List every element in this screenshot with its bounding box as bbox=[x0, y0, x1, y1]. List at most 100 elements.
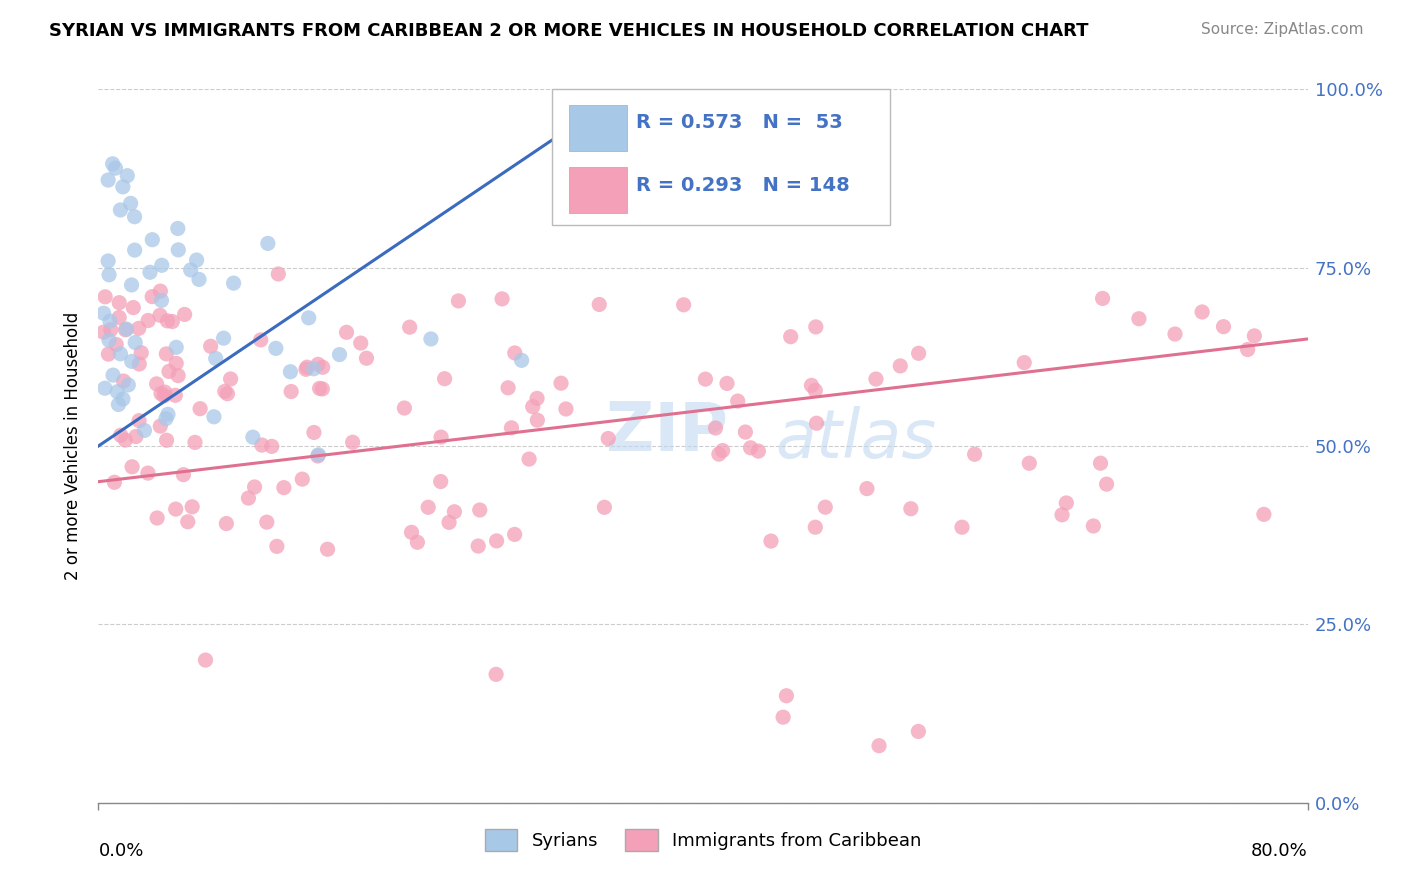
Y-axis label: 2 or more Vehicles in Household: 2 or more Vehicles in Household bbox=[65, 312, 83, 580]
Point bbox=[273, 481, 295, 495]
Point bbox=[121, 354, 143, 368]
Point bbox=[907, 346, 929, 360]
Point bbox=[111, 179, 134, 194]
Point bbox=[1095, 477, 1118, 491]
Point bbox=[180, 263, 202, 277]
Point bbox=[328, 347, 350, 361]
Point bbox=[98, 333, 121, 347]
Point bbox=[120, 196, 142, 211]
Point bbox=[117, 169, 139, 183]
Point bbox=[149, 308, 172, 322]
Point bbox=[593, 500, 616, 515]
Point bbox=[496, 381, 519, 395]
Point bbox=[420, 332, 443, 346]
Point bbox=[1236, 343, 1258, 357]
Point bbox=[103, 475, 125, 490]
Point bbox=[856, 482, 879, 496]
Point bbox=[115, 322, 138, 336]
FancyBboxPatch shape bbox=[569, 105, 627, 151]
Point bbox=[97, 173, 120, 187]
Point bbox=[121, 459, 143, 474]
Point bbox=[141, 290, 163, 304]
Point bbox=[1253, 508, 1275, 522]
Point bbox=[316, 542, 339, 557]
Point bbox=[501, 421, 523, 435]
Point bbox=[280, 384, 302, 399]
Point bbox=[747, 444, 769, 458]
Point bbox=[153, 385, 176, 400]
Point bbox=[172, 467, 194, 482]
Point bbox=[98, 268, 121, 282]
Point bbox=[1191, 305, 1213, 319]
Point bbox=[238, 491, 260, 505]
Point bbox=[260, 439, 283, 453]
Point bbox=[134, 424, 156, 438]
Point bbox=[522, 400, 544, 414]
Point bbox=[335, 326, 357, 340]
Point bbox=[485, 533, 508, 548]
Point bbox=[950, 520, 973, 534]
Point bbox=[734, 425, 756, 439]
Point bbox=[800, 378, 823, 392]
Text: R = 0.573   N =  53: R = 0.573 N = 53 bbox=[637, 113, 844, 132]
Point bbox=[249, 333, 271, 347]
Text: R = 0.293   N = 148: R = 0.293 N = 148 bbox=[637, 176, 851, 195]
Point bbox=[122, 301, 145, 315]
Point bbox=[128, 414, 150, 428]
Point bbox=[814, 500, 837, 515]
Point bbox=[186, 253, 208, 268]
Point bbox=[111, 392, 134, 406]
Point bbox=[100, 323, 122, 337]
Point bbox=[308, 381, 330, 395]
Point bbox=[149, 284, 172, 298]
Point bbox=[1050, 508, 1073, 522]
Point bbox=[1212, 319, 1234, 334]
Point bbox=[704, 421, 727, 435]
Point bbox=[150, 258, 173, 272]
Point bbox=[695, 372, 717, 386]
Point bbox=[97, 347, 120, 361]
Point bbox=[146, 511, 169, 525]
Point bbox=[804, 520, 827, 534]
Point bbox=[188, 401, 211, 416]
Point bbox=[124, 210, 146, 224]
Point bbox=[107, 397, 129, 411]
Point bbox=[167, 243, 190, 257]
Point bbox=[356, 351, 378, 366]
Point bbox=[264, 342, 287, 356]
Point bbox=[136, 313, 159, 327]
Point bbox=[1090, 456, 1112, 470]
Point bbox=[215, 516, 238, 531]
Legend: Syrians, Immigrants from Caribbean: Syrians, Immigrants from Caribbean bbox=[478, 822, 928, 858]
Point bbox=[550, 376, 572, 391]
Point bbox=[280, 365, 302, 379]
Point bbox=[429, 475, 451, 489]
Point bbox=[430, 430, 453, 444]
Point bbox=[136, 466, 159, 480]
Point bbox=[117, 378, 139, 392]
Point bbox=[526, 392, 548, 406]
Point bbox=[256, 515, 278, 529]
Point bbox=[110, 202, 132, 217]
Point bbox=[865, 372, 887, 386]
Point bbox=[129, 345, 152, 359]
Point bbox=[114, 323, 136, 337]
Point bbox=[242, 430, 264, 444]
Point bbox=[184, 435, 207, 450]
Point bbox=[167, 368, 190, 383]
Point bbox=[101, 368, 124, 383]
Point bbox=[443, 505, 465, 519]
Point bbox=[155, 411, 177, 425]
Point bbox=[711, 443, 734, 458]
Point bbox=[94, 381, 117, 395]
Point bbox=[295, 362, 318, 376]
Point bbox=[165, 388, 187, 402]
Point bbox=[217, 386, 239, 401]
Point bbox=[114, 433, 136, 447]
Point bbox=[485, 667, 508, 681]
Point bbox=[311, 382, 333, 396]
Point bbox=[156, 314, 179, 328]
Point bbox=[806, 416, 828, 430]
Point bbox=[804, 384, 827, 398]
Point bbox=[156, 434, 179, 448]
